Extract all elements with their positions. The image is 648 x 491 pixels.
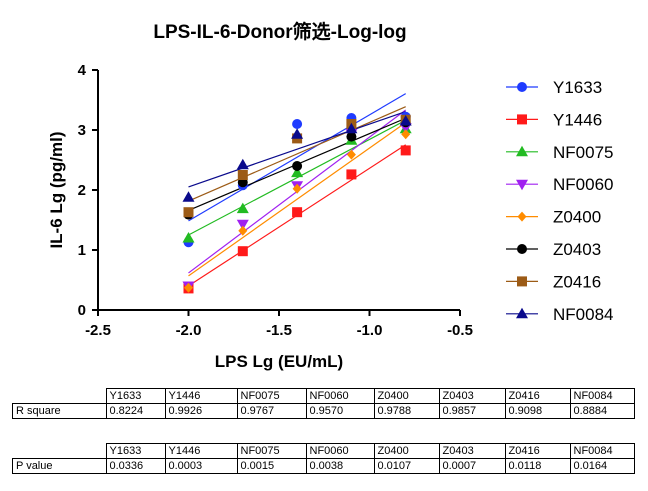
y-axis-label: IL-6 Lg (pg/ml) (47, 131, 66, 248)
table-cell: 0.0107 (373, 458, 440, 474)
table-header-row: Y1633 Y1446 NF0075 NF0060 Z0400 Z0403 Z0… (13, 443, 635, 459)
legend-label: Z0400 (553, 208, 601, 227)
table-header-cell: Y1633 (105, 388, 166, 404)
table-cell: 0.0336 (105, 458, 166, 474)
table-header-cell: Z0400 (373, 443, 440, 459)
data-point (401, 129, 411, 140)
legend-marker (516, 179, 528, 191)
data-point (184, 282, 193, 293)
legend-marker (517, 114, 527, 125)
r-square-table: Y1633 Y1446 NF0075 NF0060 Z0400 Z0403 Z0… (12, 388, 635, 419)
y-tick-label: 4 (78, 62, 87, 79)
data-point (292, 183, 302, 194)
legend-label: Y1446 (553, 110, 602, 129)
data-point (237, 246, 248, 257)
legend-marker (517, 244, 527, 254)
table-header-cell: NF0084 (569, 388, 635, 404)
row-label: R square (12, 403, 107, 419)
table-cell: 0.9788 (373, 403, 440, 419)
y-tick-label: 0 (78, 302, 86, 319)
trendline (188, 122, 407, 277)
legend-marker (516, 145, 528, 157)
table-header-cell: Y1633 (105, 443, 166, 459)
data-point (182, 232, 195, 243)
legend-marker (517, 211, 527, 222)
table-header-cell: Z0416 (504, 388, 571, 404)
legend-label: NF0060 (553, 175, 613, 194)
legend-marker (516, 307, 528, 319)
table-header-cell: Z0403 (438, 443, 506, 459)
trendline (188, 106, 406, 202)
data-point (292, 207, 303, 218)
table-header-cell: NF0075 (236, 443, 307, 459)
table-header-cell: NF0060 (305, 388, 375, 404)
data-point (346, 149, 356, 160)
x-tick-label: -0.5 (447, 322, 473, 339)
legend-label: NF0084 (553, 305, 613, 324)
data-point (346, 131, 357, 142)
trendline (188, 110, 406, 188)
y-tick-label: 2 (78, 182, 86, 199)
table-header-cell: NF0060 (305, 443, 375, 459)
table-cell: 0.0003 (164, 458, 238, 474)
chart: LPS-IL-6-Donor筛选-Log-log -2.5 -2.0 -1.5 -1.0… (47, 20, 613, 371)
legend-label: Z0416 (553, 272, 601, 291)
chart-title: LPS-IL-6-Donor筛选-Log-log (153, 20, 406, 43)
table-cell: 0.9767 (236, 403, 307, 419)
legend-label: Z0403 (553, 240, 601, 259)
data-point (182, 191, 195, 202)
table-row: P value 0.0336 0.0003 0.0015 0.0038 0.01… (12, 458, 635, 474)
table-header-cell: Y1446 (164, 388, 238, 404)
table-header-cell: Z0416 (504, 443, 571, 459)
data-point (236, 202, 249, 214)
x-tick-label: -2.5 (85, 322, 111, 339)
table-header-cell: Y1446 (164, 443, 238, 459)
table-cell: 0.0118 (504, 458, 571, 474)
data-point (236, 158, 249, 170)
data-point (236, 219, 249, 231)
y-tick-label: 3 (78, 122, 86, 139)
table-cell: 0.9570 (305, 403, 375, 419)
table-header-cell: Z0400 (373, 388, 440, 404)
x-tick-label: -1.5 (266, 322, 292, 339)
row-label: P value (12, 458, 107, 474)
table-cell: 0.8884 (569, 403, 635, 419)
x-tick-label: -2.0 (176, 322, 202, 339)
data-point (399, 115, 412, 126)
table-row: R square 0.8224 0.9926 0.9767 0.9570 0.9… (12, 403, 635, 419)
trendline (188, 93, 407, 222)
x-axis-label: LPS Lg (EU/mL) (215, 352, 343, 371)
table-cell: 0.9926 (164, 403, 238, 419)
table-cell: 0.8224 (105, 403, 166, 419)
data-point (291, 166, 304, 178)
x-tick-label: -1.0 (357, 322, 383, 339)
data-point (292, 161, 303, 171)
legend-marker (517, 82, 527, 92)
table-cell: 0.9857 (438, 403, 506, 419)
legend-marker (517, 276, 527, 287)
data-point (237, 170, 248, 180)
data-point (400, 145, 411, 156)
table-header-cell: NF0084 (569, 443, 635, 459)
table-cell: 0.0038 (305, 458, 375, 474)
data-point (238, 225, 248, 236)
table-header-row: Y1633 Y1446 NF0075 NF0060 Z0400 Z0403 Z0… (13, 388, 635, 404)
table-header-cell: NF0075 (236, 388, 307, 404)
data-point (345, 122, 358, 134)
legend-label: NF0075 (553, 143, 613, 162)
data-point (292, 119, 303, 129)
trendline (188, 119, 406, 236)
data-point (346, 169, 357, 180)
table-header-cell: Z0403 (438, 388, 506, 404)
table-cell: 0.0164 (569, 458, 635, 474)
legend-label: Y1633 (553, 78, 602, 97)
table-cell: 0.9098 (504, 403, 571, 419)
p-value-table: Y1633 Y1446 NF0075 NF0060 Z0400 Z0403 Z0… (12, 443, 635, 474)
table-cell: 0.0007 (438, 458, 506, 474)
data-point (291, 128, 304, 139)
y-tick-label: 1 (78, 242, 86, 259)
data-point (183, 207, 194, 218)
table-cell: 0.0015 (236, 458, 307, 474)
